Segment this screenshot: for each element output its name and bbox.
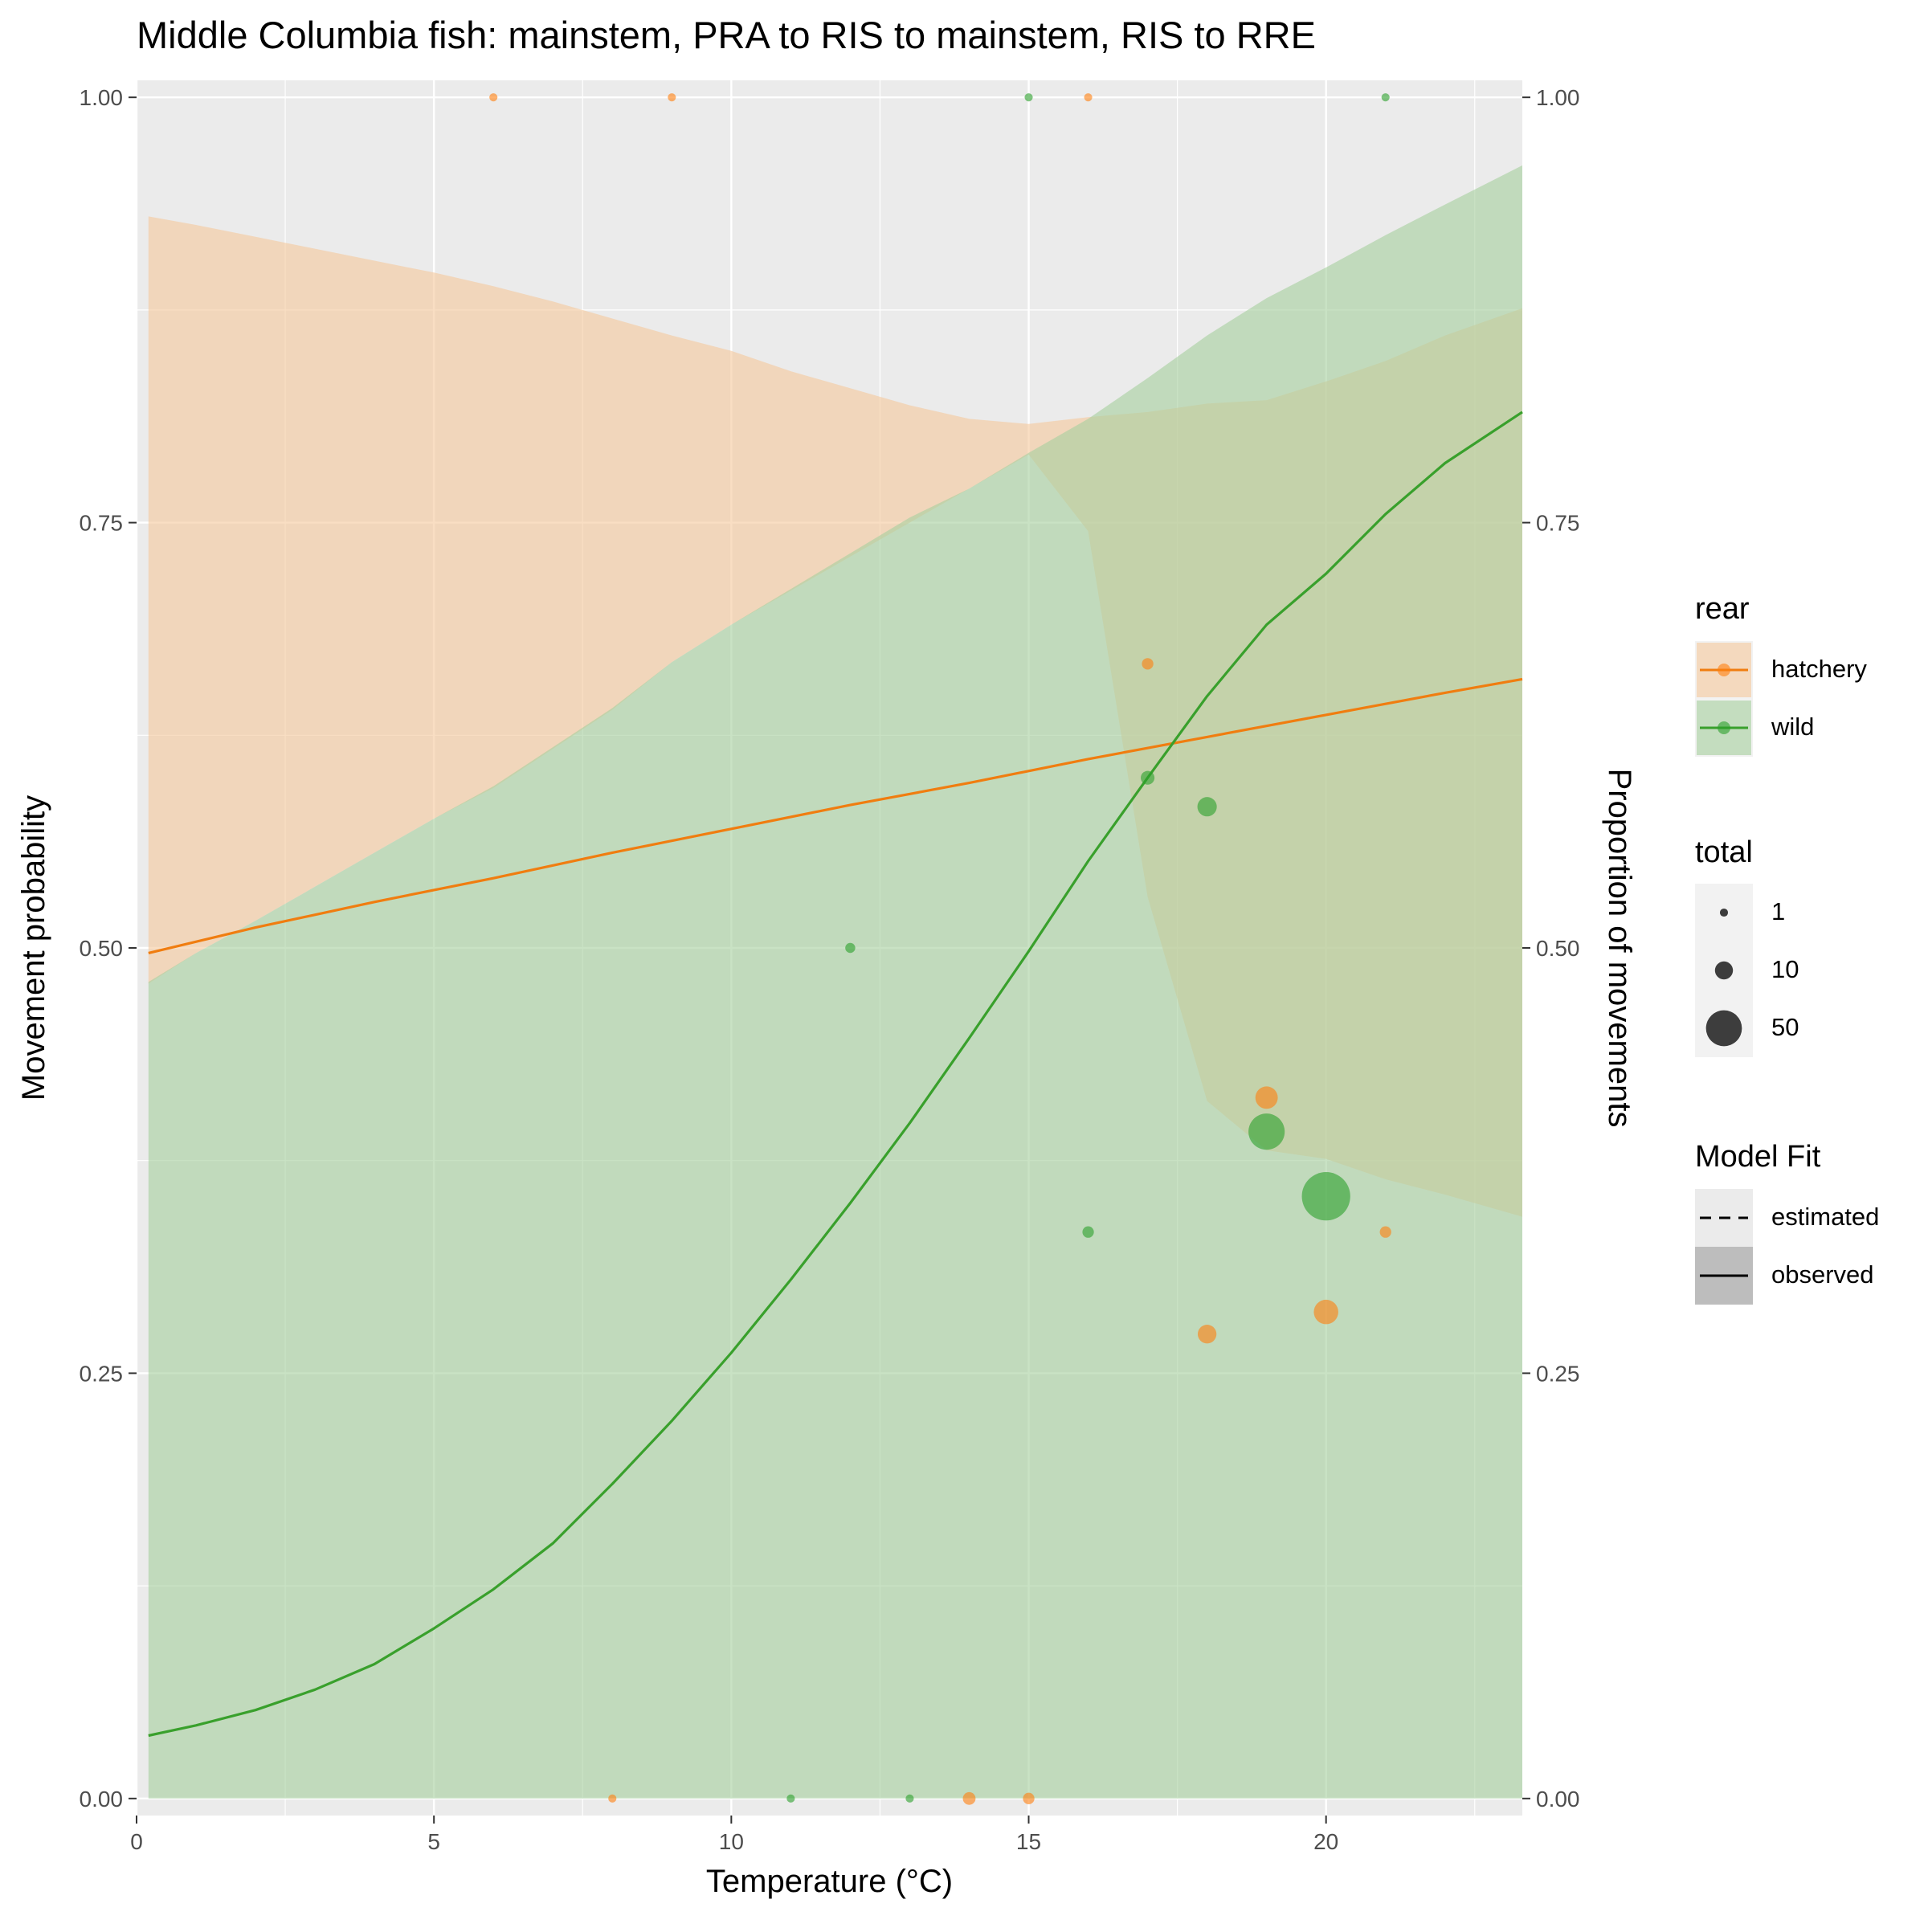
data-point-hatchery[interactable] <box>1084 93 1093 102</box>
data-point-hatchery[interactable] <box>1197 1325 1217 1344</box>
legend-label-estimated: estimated <box>1771 1203 1879 1231</box>
y-tick-label-right: 1.00 <box>1536 85 1580 110</box>
legend-key-point-wild <box>1718 721 1730 734</box>
y-tick-label-left: 1.00 <box>80 85 124 110</box>
x-tick-label: 5 <box>427 1829 440 1854</box>
y-tick-label-right: 0.25 <box>1536 1361 1580 1386</box>
legend-title-total: total <box>1695 835 1753 869</box>
legend-key-size-50 <box>1705 1010 1742 1047</box>
data-point-wild[interactable] <box>1381 93 1390 102</box>
data-point-wild[interactable] <box>1024 93 1033 102</box>
legend-label-hatchery: hatchery <box>1771 655 1867 683</box>
data-point-wild[interactable] <box>1141 770 1155 785</box>
legend-key-point-hatchery <box>1718 664 1730 676</box>
y-tick-label-left: 0.75 <box>80 511 124 536</box>
data-point-hatchery[interactable] <box>962 1791 976 1805</box>
x-tick-label: 15 <box>1016 1829 1041 1854</box>
data-point-hatchery[interactable] <box>1379 1226 1391 1238</box>
legend-label-wild: wild <box>1771 713 1814 741</box>
y-tick-label-right: 0.00 <box>1536 1787 1580 1812</box>
data-point-hatchery[interactable] <box>1023 1792 1035 1804</box>
y-tick-label-right: 0.50 <box>1536 936 1580 961</box>
data-point-wild[interactable] <box>786 1794 795 1803</box>
data-point-wild[interactable] <box>905 1794 914 1803</box>
legend-key-size-1 <box>1719 908 1729 917</box>
data-point-hatchery[interactable] <box>1313 1299 1338 1325</box>
legend-label-total-50: 50 <box>1771 1013 1799 1041</box>
x-axis-title: Temperature (°C) <box>706 1864 953 1899</box>
data-point-wild[interactable] <box>1248 1113 1285 1150</box>
chart-title: Middle Columbia fish: mainstem, PRA to R… <box>137 14 1316 56</box>
data-point-wild[interactable] <box>1197 797 1217 817</box>
ribbon-wild <box>148 165 1522 1799</box>
legend-label-total-1: 1 <box>1771 897 1785 925</box>
legend: rear hatchery wild total 1 10 50 Model Fit estim… <box>1695 592 1879 1305</box>
data-point-wild[interactable] <box>1301 1172 1350 1221</box>
legend-key-size-10 <box>1714 961 1734 980</box>
data-point-wild[interactable] <box>845 942 856 954</box>
data-point-hatchery[interactable] <box>608 1794 617 1803</box>
y-tick-label-left: 0.00 <box>80 1787 124 1812</box>
data-point-hatchery[interactable] <box>1255 1086 1278 1109</box>
data-point-hatchery[interactable] <box>668 93 676 102</box>
legend-label-observed: observed <box>1771 1260 1874 1289</box>
fit-line-wild <box>148 410 1523 1738</box>
fit-line-hatchery <box>148 677 1523 954</box>
y-tick-label-right: 0.75 <box>1536 511 1580 536</box>
x-tick-label: 0 <box>130 1829 143 1854</box>
legend-title-model-fit: Model Fit <box>1695 1140 1821 1174</box>
data-point-hatchery[interactable] <box>1142 658 1154 670</box>
y-tick-label-left: 0.50 <box>80 936 124 961</box>
data-point-wild[interactable] <box>1082 1226 1094 1238</box>
y-tick-label-left: 0.25 <box>80 1361 124 1386</box>
y-axis-title-left: Movement probability <box>16 795 51 1101</box>
x-tick-label: 10 <box>719 1829 744 1854</box>
y-axis-title-right: Proportion of movements <box>1602 769 1637 1128</box>
x-tick-label: 20 <box>1313 1829 1338 1854</box>
legend-title-rear: rear <box>1695 592 1750 626</box>
axes: 0.00 0.00 0.25 0.25 0.50 0.50 0.75 0.75 1.00 1.00… <box>80 85 1580 1854</box>
legend-label-total-10: 10 <box>1771 955 1799 983</box>
data-point-hatchery[interactable] <box>489 93 498 102</box>
